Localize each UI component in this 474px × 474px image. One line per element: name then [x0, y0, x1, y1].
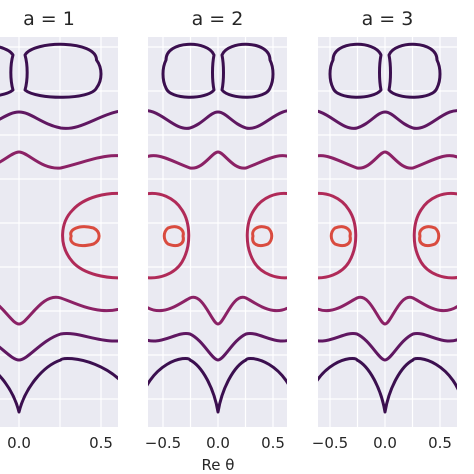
contours — [318, 42, 457, 414]
contour-inner-left — [329, 225, 352, 248]
contour-inner-right — [251, 225, 274, 248]
contours — [148, 42, 287, 414]
panel-2: a = 2 −0.5 0.0 0.5 — [145, 8, 287, 452]
contour-band-2 — [318, 109, 457, 130]
contour-middle-left — [148, 191, 191, 280]
contours — [0, 42, 118, 414]
panel-title: a = 1 — [23, 8, 75, 30]
panel-3: a = 3 −0.5 0.0 0.5 — [312, 8, 457, 452]
x-tick-label: 0.0 — [373, 434, 397, 452]
contour-middle-right — [61, 191, 118, 280]
contour-inner-left — [162, 225, 185, 248]
x-tick-label: 0.0 — [206, 434, 230, 452]
panel-title: a = 3 — [362, 8, 414, 30]
contour-band-lower-1 — [148, 295, 287, 326]
x-tick-label: 0.5 — [261, 434, 285, 452]
contour-bottom — [0, 356, 118, 414]
contour-band-lower-1 — [0, 295, 118, 326]
contour-band-lower-2 — [318, 331, 457, 362]
contour-top-left — [161, 42, 216, 99]
x-tick-label: 0.5 — [428, 434, 452, 452]
panel-title: a = 2 — [192, 8, 244, 30]
contour-top-right — [23, 42, 103, 99]
contour-bottom — [148, 356, 287, 414]
panel-background — [0, 37, 118, 427]
contour-band-3 — [318, 150, 457, 170]
contour-middle-left — [318, 191, 358, 280]
contour-band-lower-2 — [0, 331, 118, 362]
contour-middle-right — [245, 191, 287, 280]
contour-middle-right — [412, 191, 457, 280]
panel-background — [318, 37, 457, 427]
contour-top-left — [0, 45, 15, 97]
panel-1: a = 1−0.50.00.5 — [0, 8, 118, 452]
contour-inner-right — [418, 225, 441, 248]
contour-band-3 — [148, 150, 287, 170]
contour-top-right — [220, 42, 275, 99]
x-tick-label: 0.5 — [89, 434, 113, 452]
contour-top-right — [387, 42, 442, 99]
contour-band-2 — [148, 109, 287, 130]
contour-band-lower-1 — [318, 295, 457, 326]
contour-band-3 — [0, 150, 118, 170]
contour-band-lower-2 — [148, 331, 287, 362]
contour-band-2 — [0, 110, 118, 130]
contour-top-left — [328, 42, 383, 99]
panels: a = 1−0.50.00.5a = 2−0.50.00.5a = 3−0.50… — [0, 8, 457, 452]
x-tick-label: −0.5 — [145, 434, 181, 452]
grid — [148, 37, 287, 427]
x-tick-label: 0.0 — [7, 434, 31, 452]
x-axis-label: Re θ — [202, 456, 235, 474]
contour-bottom — [318, 356, 457, 414]
x-tick-label: −0.5 — [312, 434, 348, 452]
contour-inner-right — [69, 225, 101, 248]
